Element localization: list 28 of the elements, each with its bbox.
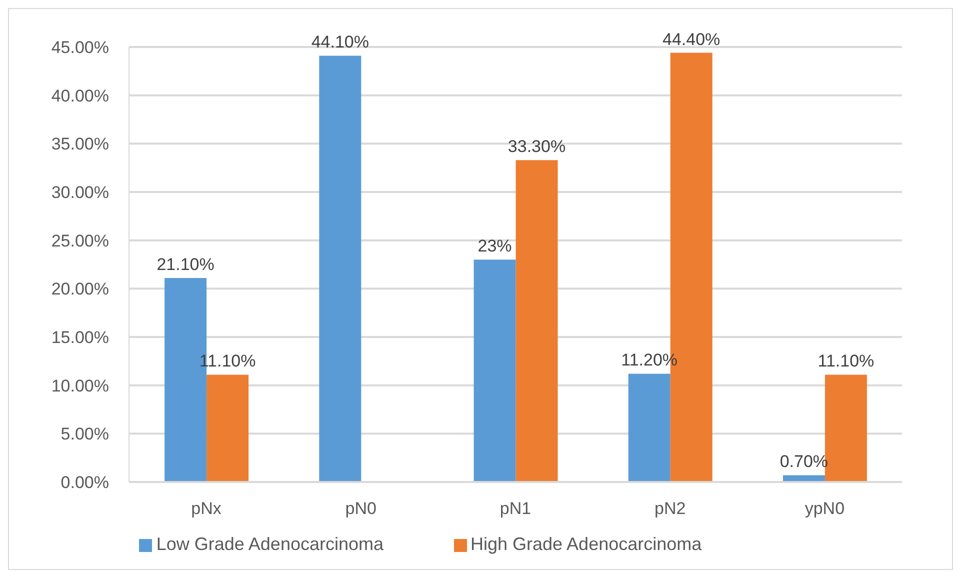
y-tick-label: 15.00% [51, 328, 109, 348]
x-tick-label: pN0 [345, 499, 376, 518]
legend-label: High Grade Adenocarcinoma [470, 534, 702, 554]
data-label: 11.10% [818, 352, 874, 371]
y-tick-label: 40.00% [51, 86, 109, 106]
y-tick-label: 10.00% [51, 376, 109, 396]
bar [516, 160, 558, 482]
bar [206, 374, 249, 482]
y-tick-label: 30.00% [51, 183, 109, 202]
y-tick-label: 35.00% [51, 134, 109, 154]
y-tick-label: 0.00% [60, 473, 109, 492]
y-tick-label: 5.00% [60, 424, 109, 444]
data-label: 44.10% [311, 32, 369, 52]
y-tick-label: 45.00% [51, 38, 109, 58]
bar [319, 56, 362, 482]
bar [628, 374, 670, 482]
y-tick-label: 20.00% [51, 280, 109, 299]
x-tick-label: pNx [191, 499, 222, 518]
bar [474, 260, 516, 482]
x-tick-label: pN2 [654, 499, 686, 518]
data-label: 33.30% [508, 137, 566, 156]
x-tick-label: ypN0 [804, 499, 845, 518]
data-label: 21.10% [156, 255, 214, 274]
y-tick-label: 25.00% [51, 231, 109, 250]
data-label: 44.40% [662, 30, 720, 49]
data-label: 23% [478, 236, 512, 256]
x-tick-label: pN1 [500, 499, 532, 518]
legend-label: Low Grade Adenocarcinoma [156, 534, 384, 554]
